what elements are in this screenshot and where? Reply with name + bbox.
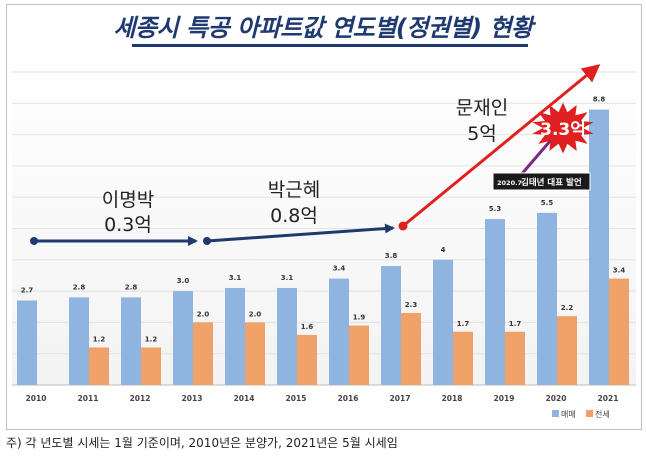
lee-start-dot bbox=[30, 237, 38, 245]
bar-jeonse-2015 bbox=[297, 334, 317, 385]
data-label-jeonse-2020: 2.2 bbox=[561, 304, 574, 312]
burst-label: 3.3억 bbox=[540, 120, 586, 140]
x-axis-labels: 2010 2011 2012 2013 2014 2015 2016 2017 2018 2019… bbox=[26, 394, 619, 403]
bar-sale-2019 bbox=[485, 219, 505, 385]
x-tick-label: 2011 bbox=[78, 394, 99, 403]
data-label-jeonse-2018: 1.7 bbox=[457, 320, 470, 328]
x-tick-label: 2016 bbox=[338, 394, 359, 403]
legend-label-jeonse: 전세 bbox=[595, 409, 610, 419]
bar-jeonse-2019 bbox=[505, 331, 525, 385]
park-value-label: 0.8억 bbox=[270, 205, 318, 227]
x-tick-label: 2012 bbox=[130, 394, 151, 403]
bar-sale-2014 bbox=[225, 287, 245, 385]
page-title: 세종시 특공 아파트값 연도별(정권별) 현황 bbox=[113, 14, 533, 42]
x-tick-label: 2019 bbox=[494, 394, 515, 403]
data-label-jeonse-2012: 1.2 bbox=[145, 335, 158, 343]
data-label-jeonse-2014: 2.0 bbox=[249, 310, 262, 318]
bar-sale-2010 bbox=[17, 300, 37, 385]
park-start-dot bbox=[203, 237, 211, 245]
data-label-jeonse-2017: 2.3 bbox=[405, 301, 418, 309]
grid-lines bbox=[12, 71, 636, 386]
bar-sale-2013 bbox=[173, 291, 193, 385]
bar-jeonse-2017 bbox=[401, 313, 421, 385]
x-tick-label: 2010 bbox=[26, 394, 47, 403]
kim-text-label: 김태년 대표 발언 bbox=[521, 177, 582, 188]
bar-sale-2012 bbox=[121, 297, 141, 385]
data-label-sale-2018: 4 bbox=[441, 246, 446, 254]
x-tick-label: 2021 bbox=[598, 394, 619, 403]
park-trend-arrow bbox=[206, 223, 395, 243]
bar-sale-2011 bbox=[69, 297, 89, 385]
data-label-sale-2019: 5.3 bbox=[489, 205, 502, 213]
data-label-sale-2021: 8.8 bbox=[593, 96, 606, 104]
lee-name-label: 이명박 bbox=[102, 189, 154, 211]
x-tick-label: 2020 bbox=[546, 394, 567, 403]
x-tick-label: 2018 bbox=[442, 394, 463, 403]
bar-jeonse-2014 bbox=[245, 322, 265, 385]
x-tick-label: 2017 bbox=[390, 394, 411, 403]
kim-callout-box bbox=[492, 172, 591, 191]
kim-date-label: 2020.7. bbox=[497, 179, 525, 187]
bar-jeonse-2013 bbox=[193, 322, 213, 385]
legend-swatch-jeonse bbox=[586, 410, 593, 417]
data-label-jeonse-2019: 1.7 bbox=[509, 320, 522, 328]
data-label-jeonse-2011: 1.2 bbox=[93, 335, 106, 343]
data-label-sale-2012: 2.8 bbox=[125, 283, 138, 291]
data-label-jeonse-2021: 3.4 bbox=[613, 267, 626, 275]
legend-swatch-sale bbox=[552, 410, 559, 417]
legend-label-sale: 매매 bbox=[561, 410, 576, 419]
footnote: 주) 각 년도별 시세는 1월 기준이며, 2010년은 분양가, 2021년은… bbox=[6, 436, 398, 450]
moon-value-label: 5억 bbox=[467, 123, 497, 145]
bar-sale-2018 bbox=[433, 259, 453, 385]
data-label-sale-2013: 3.0 bbox=[177, 277, 190, 285]
title-underline bbox=[132, 44, 528, 47]
data-label-jeonse-2015: 1.6 bbox=[301, 323, 314, 331]
bar-jeonse-2016 bbox=[349, 325, 369, 385]
x-tick-label: 2014 bbox=[234, 394, 255, 403]
bar-jeonse-2021 bbox=[609, 278, 629, 385]
park-name-label: 박근혜 bbox=[268, 179, 320, 201]
data-label-sale-2015: 3.1 bbox=[281, 274, 294, 282]
lee-value-label: 0.3억 bbox=[104, 214, 152, 236]
bar-jeonse-2012 bbox=[141, 347, 161, 385]
bar-group: 2.7 2.8 1.2 2.8 1.2 3.0 2.0 3.1 2.0 3.1 1.6 3.4 1.9 3… bbox=[17, 96, 629, 385]
data-label-jeonse-2013: 2.0 bbox=[197, 310, 210, 318]
moon-start-dot bbox=[398, 221, 408, 231]
bar-jeonse-2011 bbox=[89, 347, 109, 385]
bar-jeonse-2018 bbox=[453, 331, 473, 385]
data-label-sale-2017: 3.8 bbox=[385, 252, 398, 260]
x-tick-label: 2015 bbox=[286, 394, 307, 403]
burst-shape bbox=[532, 102, 594, 154]
data-label-sale-2014: 3.1 bbox=[229, 274, 242, 282]
data-label-sale-2011: 2.8 bbox=[73, 283, 86, 291]
plot-background bbox=[12, 55, 636, 385]
bar-jeonse-2020 bbox=[557, 316, 577, 385]
data-label-sale-2010: 2.7 bbox=[21, 286, 34, 294]
data-label-jeonse-2016: 1.9 bbox=[353, 314, 366, 322]
moon-trend-arrow bbox=[402, 64, 601, 228]
data-label-sale-2016: 3.4 bbox=[333, 265, 346, 273]
bar-sale-2020 bbox=[537, 212, 557, 385]
bar-sale-2015 bbox=[277, 287, 297, 385]
moon-name-label: 문재인 bbox=[456, 97, 508, 119]
bar-sale-2017 bbox=[381, 266, 401, 385]
data-label-sale-2020: 5.5 bbox=[541, 199, 554, 207]
bar-sale-2016 bbox=[329, 278, 349, 385]
x-tick-label: 2013 bbox=[182, 394, 203, 403]
bar-sale-2021 bbox=[589, 109, 609, 385]
